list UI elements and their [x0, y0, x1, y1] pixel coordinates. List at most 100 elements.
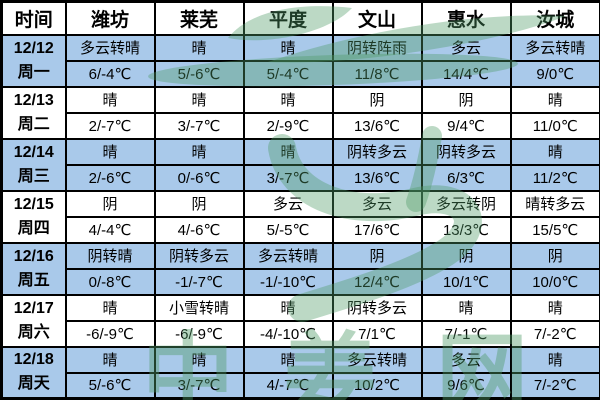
- weather-cell: 晴: [420, 293, 512, 322]
- temperature-cell: 3/-7℃: [153, 111, 245, 140]
- weather-cell: 多云转阴: [420, 189, 512, 218]
- weather-cell: 小雪转晴: [153, 293, 245, 322]
- weather-cell: 阴: [509, 241, 600, 270]
- temperature-cell: 11/8℃: [331, 59, 423, 88]
- column-header-laiwu: 莱芜: [153, 0, 245, 36]
- temperature-cell: 4/-7℃: [242, 371, 334, 400]
- date-label: 12/16: [13, 247, 54, 265]
- temperature-cell: -1/-7℃: [153, 267, 245, 296]
- temperature-cell: 0/-6℃: [153, 163, 245, 192]
- temperature-cell: 13/3℃: [420, 215, 512, 244]
- table-row-weather: 12/12 周一 多云转晴晴晴阴转阵雨 多云 多云转晴: [0, 33, 600, 88]
- column-header-weifang: 潍坊: [64, 0, 156, 36]
- temperature-cell: 10/0℃: [509, 267, 600, 296]
- temperature-cell: 12/4℃: [331, 267, 423, 296]
- weather-cell: 阴: [331, 241, 423, 270]
- weekday-label: 周四: [17, 219, 50, 237]
- weather-cell: 晴: [242, 85, 334, 114]
- date-cell: 12/18 周天: [0, 345, 67, 400]
- temperature-cell: 10/2℃: [331, 371, 423, 400]
- weather-cell: 多云: [331, 189, 423, 218]
- column-header-pingdu: 平度: [242, 0, 334, 36]
- temperature-cell: 11/2℃: [509, 163, 600, 192]
- weather-cell: 多云转晴: [242, 241, 334, 270]
- table-row-temps: 2/-7℃ 3/-7℃ 2/-9℃ 13/6℃ 9/4℃ 11/0℃: [2, 111, 600, 140]
- weather-cell: 晴: [509, 293, 600, 322]
- weather-cell: 阴: [331, 85, 423, 114]
- temperature-cell: 14/4℃: [420, 59, 512, 88]
- weather-cell: 晴: [153, 137, 245, 166]
- header-row: 时间 潍坊 莱芜 平度 文山 惠水 汝城: [0, 0, 600, 36]
- weather-cell: 晴: [64, 345, 156, 374]
- temperature-cell: 7/-2℃: [509, 371, 600, 400]
- temperature-cell: 3/-7℃: [242, 163, 334, 192]
- weather-cell: 多云: [242, 189, 334, 218]
- temperature-cell: 2/-9℃: [242, 111, 334, 140]
- temperature-cell: 6/-4℃: [64, 59, 156, 88]
- table-row-temps: -6/-9℃ -6/-9℃ -4/-10℃ 7/1℃ 7/-1℃ 7/-2℃: [2, 319, 600, 348]
- temperature-cell: 10/1℃: [420, 267, 512, 296]
- weekday-label: 周三: [17, 167, 50, 185]
- temperature-cell: 0/-8℃: [64, 267, 156, 296]
- weather-cell: 阴: [420, 85, 512, 114]
- column-header-time: 时间: [0, 0, 67, 36]
- weather-cell: 晴: [242, 293, 334, 322]
- column-header-wenshan: 文山: [331, 0, 423, 36]
- weather-cell: 晴: [153, 33, 245, 62]
- weather-cell: 阴: [64, 189, 156, 218]
- weather-cell: 晴: [64, 293, 156, 322]
- weekday-label: 周六: [17, 323, 50, 341]
- weather-cell: 多云转晴: [64, 33, 156, 62]
- weather-cell: 阴: [420, 241, 512, 270]
- temperature-cell: 5/-6℃: [153, 59, 245, 88]
- temperature-cell: 2/-6℃: [64, 163, 156, 192]
- weather-cell: 晴: [242, 137, 334, 166]
- weather-cell: 晴: [64, 137, 156, 166]
- column-header-rucheng: 汝城: [509, 0, 600, 36]
- temperature-cell: 3/-7℃: [153, 371, 245, 400]
- weather-cell: 晴: [64, 85, 156, 114]
- date-cell: 12/16 周五: [0, 241, 67, 296]
- date-cell: 12/17 周六: [0, 293, 67, 348]
- temperature-cell: 13/6℃: [331, 163, 423, 192]
- date-cell: 12/15 周四: [0, 189, 67, 244]
- date-label: 12/17: [13, 299, 54, 317]
- table-row-temps: 4/-4℃ 4/-6℃ 5/-5℃ 17/6℃ 13/3℃ 15/5℃: [2, 215, 600, 244]
- temperature-cell: 9/4℃: [420, 111, 512, 140]
- date-label: 12/12: [13, 39, 54, 57]
- weather-cell: 晴: [509, 85, 600, 114]
- weekday-label: 周五: [17, 271, 50, 289]
- weekday-label: 周一: [17, 63, 50, 81]
- column-header-huishui: 惠水: [420, 0, 512, 36]
- table-row-temps: 0/-8℃ -1/-7℃ -1/-10℃ 12/4℃ 10/1℃ 10/0℃: [2, 267, 600, 296]
- date-label: 12/13: [13, 91, 54, 109]
- temperature-cell: 4/-4℃: [64, 215, 156, 244]
- weather-cell: 阴: [153, 189, 245, 218]
- table-row-weather: 12/14 周三晴晴晴阴转多云 阴转多云晴: [0, 137, 600, 192]
- weekday-label: 周二: [17, 115, 50, 133]
- weather-cell: 多云转晴: [331, 345, 423, 374]
- weather-cell: 晴: [242, 33, 334, 62]
- weather-cell: 晴: [509, 137, 600, 166]
- temperature-cell: 15/5℃: [509, 215, 600, 244]
- temperature-cell: 9/0℃: [509, 59, 600, 88]
- weather-cell: 晴: [509, 345, 600, 374]
- weather-cell: 阴转多云: [331, 293, 423, 322]
- temperature-cell: 5/-4℃: [242, 59, 334, 88]
- weather-cell: 阴转多云: [420, 137, 512, 166]
- weather-cell: 阴转晴: [64, 241, 156, 270]
- table-row-weather: 12/16 周五 阴转晴 阴转多云 多云转晴阴阴阴: [0, 241, 600, 296]
- temperature-cell: 7/-1℃: [420, 319, 512, 348]
- temperature-cell: 5/-5℃: [242, 215, 334, 244]
- temperature-cell: 5/-6℃: [64, 371, 156, 400]
- weather-cell: 多云转晴: [509, 33, 600, 62]
- temperature-cell: -4/-10℃: [242, 319, 334, 348]
- table-row-temps: 2/-6℃ 0/-6℃ 3/-7℃ 13/6℃ 6/3℃ 11/2℃: [2, 163, 600, 192]
- temperature-cell: -1/-10℃: [242, 267, 334, 296]
- weather-cell: 多云: [420, 33, 512, 62]
- table-row-weather: 12/17 周六晴小雪转晴晴阴转多云晴晴: [0, 293, 600, 348]
- table-row-weather: 12/13 周二晴晴晴阴阴晴: [0, 85, 600, 140]
- date-label: 12/14: [13, 143, 54, 161]
- temperature-cell: 6/3℃: [420, 163, 512, 192]
